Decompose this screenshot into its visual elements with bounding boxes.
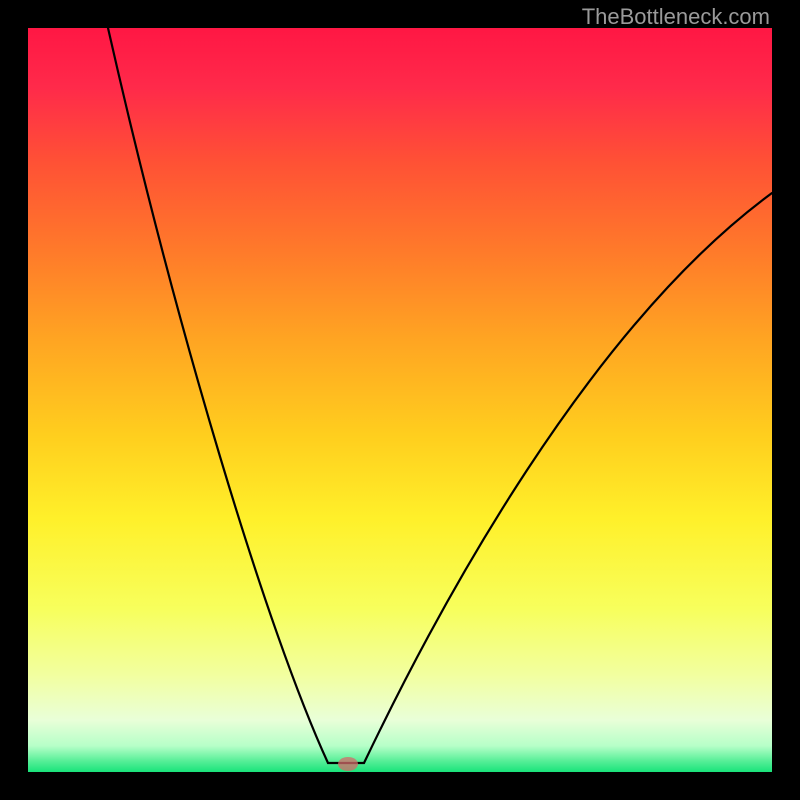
min-marker: [338, 757, 358, 771]
watermark-text: TheBottleneck.com: [582, 4, 770, 30]
chart-svg: [28, 28, 772, 772]
bottleneck-curve: [108, 28, 772, 763]
canvas: TheBottleneck.com: [0, 0, 800, 800]
plot-area: [28, 28, 772, 772]
